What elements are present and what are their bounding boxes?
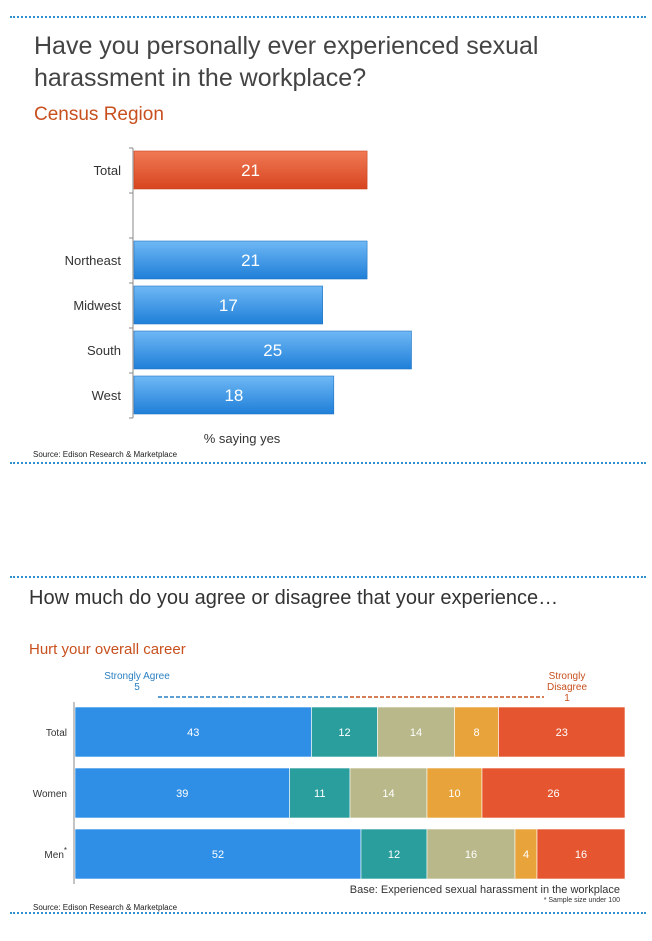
segment-women-2 (349, 767, 428, 819)
chart1-title: Have you personally ever experienced sex… (34, 32, 539, 92)
segment-women-1 (289, 767, 351, 819)
chart2-source: Source: Edison Research & Marketplace (33, 903, 178, 912)
segment-value-label: 12 (388, 849, 400, 861)
scale-disagree-text: Strongly Disagree (546, 671, 588, 693)
category-label: Northeast (65, 253, 122, 268)
category-label: South (87, 343, 121, 358)
chart2-title: How much do you agree or disagree that y… (29, 587, 559, 609)
scale-agree-text: Strongly Agree (104, 671, 170, 682)
segment-women-0 (74, 767, 290, 819)
row-label: Women (33, 789, 67, 800)
mid-divider (10, 462, 646, 464)
segment-men-4 (536, 828, 626, 880)
chart2-subtitle: Hurt your overall career (29, 641, 186, 658)
segment-value-label: 16 (465, 849, 477, 861)
segment-women-3 (426, 767, 483, 819)
segment-value-label: 10 (448, 788, 460, 800)
sample-size-note: * Sample size under 100 (543, 897, 620, 904)
segment-total-3 (454, 706, 499, 758)
bar-value-label: 18 (224, 386, 243, 405)
segment-total-4 (498, 706, 626, 758)
bar-value-label: 25 (263, 341, 282, 360)
segment-value-label: 16 (575, 849, 587, 861)
segment-value-label: 14 (382, 788, 394, 800)
bar-northeast (133, 240, 368, 280)
category-label: West (92, 388, 122, 403)
segment-value-label: 14 (410, 727, 422, 739)
segment-value-label: 43 (187, 727, 199, 739)
segment-men-1 (360, 828, 428, 880)
segment-women-4 (481, 767, 626, 819)
segment-value-label: 26 (547, 788, 559, 800)
bar-west (133, 375, 335, 415)
scale-agree-value: 5 (134, 682, 140, 693)
segment-men-2 (426, 828, 516, 880)
bar-midwest (133, 285, 323, 325)
scale-disagree-label: Strongly Disagree 1 (534, 671, 600, 704)
segment-value-label: 52 (212, 849, 224, 861)
region-bar-chart: 21 Total 21 Northeast 17 Midwest 25 South 18 West… (65, 147, 412, 446)
row-label-mark: * (64, 846, 67, 855)
agree-stacked-chart: 43 12 14 8 23 Total 39 11 14 10 26 Women 52 12 16 4 16 Me… (33, 696, 626, 884)
scale-disagree-value: 1 (564, 693, 570, 704)
bottom-divider (10, 912, 646, 914)
segment-value-label: 39 (176, 788, 188, 800)
category-label: Total (94, 163, 122, 178)
segment-value-label: 23 (556, 727, 568, 739)
bar-value-label: 21 (241, 161, 260, 180)
bar-value-label: 21 (241, 251, 260, 270)
second-divider (10, 576, 646, 578)
chart1-subtitle: Census Region (34, 104, 164, 125)
category-label: Midwest (73, 298, 121, 313)
segment-men-0 (74, 828, 362, 880)
bar-value-label: 17 (219, 296, 238, 315)
bar-south (133, 330, 412, 370)
bar-total (133, 150, 368, 190)
segment-total-0 (74, 706, 312, 758)
segment-total-2 (377, 706, 455, 758)
segment-value-label: 11 (314, 788, 325, 800)
base-note: Base: Experienced sexual harassment in t… (349, 884, 620, 896)
top-divider (10, 16, 646, 18)
chart1-xlabel: % saying yes (204, 431, 281, 446)
chart1-source: Source: Edison Research & Marketplace (33, 450, 178, 459)
row-label: Men* (44, 846, 67, 861)
segment-value-label: 4 (523, 849, 529, 861)
segment-total-1 (311, 706, 378, 758)
scale-agree-label: Strongly Agree 5 (104, 671, 170, 693)
row-label: Total (46, 728, 67, 739)
segment-value-label: 8 (473, 727, 479, 739)
segment-value-label: 12 (338, 727, 350, 739)
